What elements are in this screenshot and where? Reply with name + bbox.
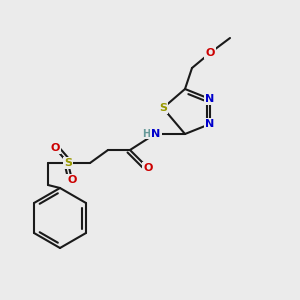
Text: O: O bbox=[143, 163, 153, 173]
Text: S: S bbox=[159, 103, 167, 113]
Text: H: H bbox=[142, 129, 150, 139]
Text: O: O bbox=[205, 48, 215, 58]
Text: N: N bbox=[206, 119, 214, 129]
Text: N: N bbox=[206, 94, 214, 104]
Text: S: S bbox=[64, 158, 72, 168]
Text: O: O bbox=[67, 175, 77, 185]
Text: O: O bbox=[50, 143, 60, 153]
Text: N: N bbox=[152, 129, 160, 139]
